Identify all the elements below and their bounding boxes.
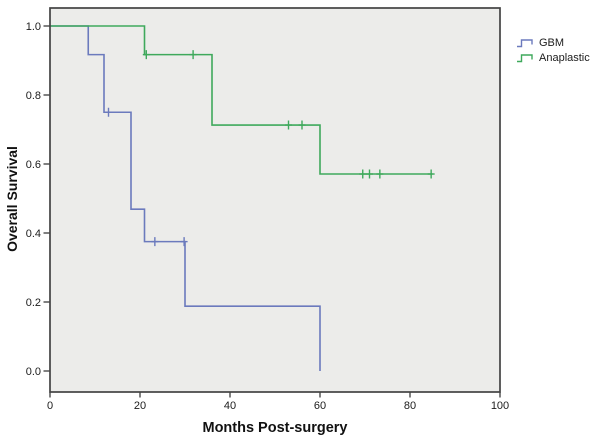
legend-label-gbm: GBM xyxy=(539,36,565,49)
x-tick-label: 60 xyxy=(314,400,326,412)
x-tick-label: 100 xyxy=(491,400,509,412)
anaplastic-line-sample-icon xyxy=(517,53,533,62)
x-tick-label: 20 xyxy=(134,400,146,412)
x-tick-label: 80 xyxy=(404,400,416,412)
series-curve-gbm xyxy=(50,25,321,371)
x-tick-label: 40 xyxy=(224,400,236,412)
x-axis-title: Months Post-surgery xyxy=(202,420,348,436)
y-tick-label: 0.6 xyxy=(26,159,41,171)
series-curve-anaplastic xyxy=(50,25,433,175)
y-tick-label: 0.2 xyxy=(26,297,41,309)
x-tick-label: 0 xyxy=(47,400,53,412)
y-axis-title: Overall Survival xyxy=(4,146,20,252)
gbm-line-sample-icon xyxy=(517,38,533,47)
y-tick-label: 0.4 xyxy=(26,228,41,240)
y-tick-label: 1.0 xyxy=(26,21,41,33)
y-tick-label: 0.8 xyxy=(26,90,41,102)
legend: GBM Anaplastic xyxy=(516,35,590,65)
plot-border xyxy=(49,7,501,393)
legend-item-anaplastic: Anaplastic xyxy=(516,50,590,65)
legend-item-gbm: GBM xyxy=(516,35,590,50)
legend-label-anaplastic: Anaplastic xyxy=(539,51,590,64)
plot-area xyxy=(50,8,500,392)
y-tick-label: 0.0 xyxy=(26,366,41,378)
